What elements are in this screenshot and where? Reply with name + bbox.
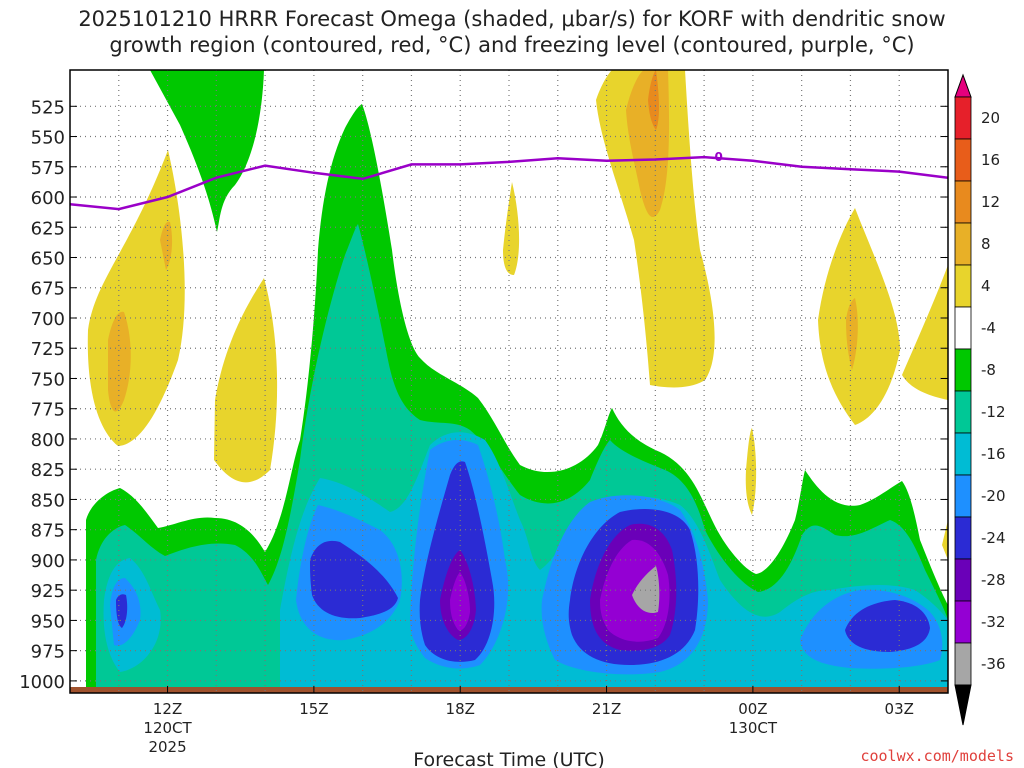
omega-fill-negative-28 — [450, 572, 470, 631]
omega-fill-positive-4 — [503, 182, 520, 275]
y-tick-label: 725 — [31, 339, 65, 360]
colorbar-level-label: -32 — [981, 613, 1006, 631]
y-tick-label: 850 — [31, 490, 65, 511]
x-tick-sublabel: 2025 — [148, 738, 186, 756]
plot-frame — [69, 69, 949, 694]
omega-fill-negative-32 — [632, 566, 660, 614]
omega-fill-negative-4 — [150, 70, 264, 232]
colorbar-level-label: -24 — [981, 529, 1006, 547]
colorbar-segment — [954, 306, 972, 350]
colorbar-level-label: -12 — [981, 403, 1006, 421]
omega-fill-positive-4 — [596, 70, 715, 388]
colorbar-segment — [954, 222, 972, 266]
omega-fill-negative-20 — [116, 594, 128, 628]
colorbar: -36 -32 -28 -24 -20 -16 -12 -8 -4 4 8 12 16 20 — [954, 73, 1006, 726]
colorbar-segment — [954, 390, 972, 434]
colorbar-segment — [954, 348, 972, 392]
omega-fill-positive-12 — [648, 70, 659, 130]
y-tick-label: 825 — [31, 460, 65, 481]
colorbar-segment — [954, 96, 972, 140]
omega-fill-positive-4 — [745, 428, 757, 515]
colorbar-segment — [954, 180, 972, 224]
omega-shading — [86, 70, 948, 693]
colorbar-level-label: -36 — [981, 655, 1006, 673]
y-tick-label: 575 — [31, 158, 65, 179]
colorbar-level-label: 8 — [981, 235, 991, 253]
colorbar-segment — [954, 558, 972, 602]
y-tick-label: 650 — [31, 249, 65, 270]
colorbar-level-label: 16 — [981, 151, 1000, 169]
y-tick-label: 975 — [31, 642, 65, 663]
omega-fill-positive-4 — [818, 208, 900, 425]
y-tick-label: 775 — [31, 400, 65, 421]
colorbar-segment — [954, 642, 972, 686]
colorbar-segment — [954, 432, 972, 476]
omega-fill-positive-4 — [214, 278, 278, 483]
y-tick-label: 550 — [31, 128, 65, 149]
omega-fill-positive-8 — [160, 221, 173, 270]
y-tick-label: 700 — [31, 309, 65, 330]
y-tick-label: 750 — [31, 369, 65, 390]
y-tick-label: 1000 — [19, 672, 65, 693]
colorbar-segment — [954, 264, 972, 308]
y-tick-label: 950 — [31, 611, 65, 632]
y-tick-label: 625 — [31, 218, 65, 239]
colorbar-level-label: -8 — [981, 361, 996, 379]
y-tick-label: 875 — [31, 521, 65, 542]
x-tick-sublabel: 120CT — [143, 719, 192, 737]
y-tick-label: 925 — [31, 581, 65, 602]
x-tick-label: 00Z — [738, 700, 767, 718]
colorbar-level-label: 12 — [981, 193, 1000, 211]
x-tick-sublabel: 130CT — [729, 719, 778, 737]
colorbar-max-arrow — [954, 73, 972, 98]
y-tick-label: 800 — [31, 430, 65, 451]
y-tick-label: 675 — [31, 279, 65, 300]
chart-title: 2025101210 HRRR Forecast Omega (shaded, … — [78, 7, 946, 57]
y-tick-label: 600 — [31, 188, 65, 209]
x-tick-label: 18Z — [446, 700, 475, 718]
colorbar-level-label: 4 — [981, 277, 991, 295]
omega-fill-positive-4 — [902, 265, 948, 400]
colorbar-level-label: -4 — [981, 319, 996, 337]
y-axis-ticks: 525 550 575 600 625 650 675 700 725 750 775 800 825 8… — [19, 97, 948, 693]
colorbar-level-label: -28 — [981, 571, 1006, 589]
omega-fill-positive-8 — [108, 311, 131, 412]
x-tick-label: 12Z — [153, 700, 182, 718]
colorbar-segment — [954, 516, 972, 560]
x-tick-label: 21Z — [592, 700, 621, 718]
x-tick-label: 15Z — [299, 700, 328, 718]
omega-fill-positive-8 — [846, 298, 858, 370]
y-tick-label: 525 — [31, 97, 65, 118]
omega-fill-negative-20 — [845, 600, 930, 652]
freezing-level-contour-label: 0 — [715, 150, 723, 164]
colorbar-segment — [954, 474, 972, 518]
x-axis-label: Forecast Time (UTC) — [413, 749, 604, 768]
x-tick-label: 03Z — [885, 700, 914, 718]
colorbar-min-arrow — [954, 684, 972, 726]
freezing-level-line — [70, 155, 948, 211]
footer-credit: coolwx.com/models — [860, 747, 1014, 765]
colorbar-segment — [954, 138, 972, 182]
y-tick-label: 900 — [31, 551, 65, 572]
omega-fill-negative-20 — [310, 540, 398, 619]
colorbar-level-label: -16 — [981, 445, 1006, 463]
colorbar-level-label: 20 — [981, 109, 1000, 127]
colorbar-level-label: -20 — [981, 487, 1006, 505]
colorbar-segment — [954, 600, 972, 644]
